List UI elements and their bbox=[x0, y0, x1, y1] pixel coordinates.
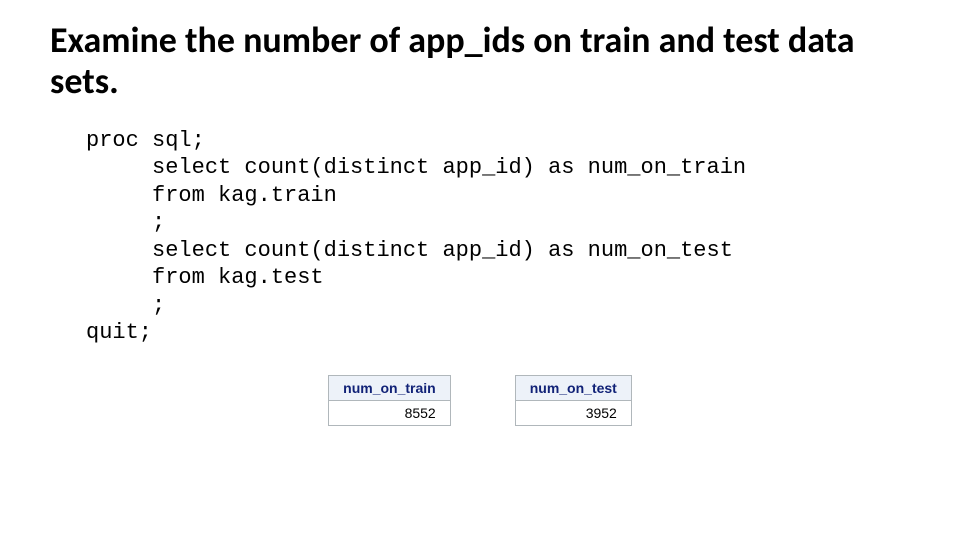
results-row: num_on_train 8552 num_on_test 3952 bbox=[50, 375, 910, 426]
table-row: num_on_test bbox=[515, 375, 631, 400]
sas-code-block: proc sql; select count(distinct app_id) … bbox=[86, 127, 910, 347]
train-result-table: num_on_train 8552 bbox=[328, 375, 451, 426]
table-row: 8552 bbox=[329, 400, 451, 425]
code-line: quit; bbox=[86, 320, 152, 345]
table-row: 3952 bbox=[515, 400, 631, 425]
test-result-table: num_on_test 3952 bbox=[515, 375, 632, 426]
code-line: from kag.test bbox=[86, 265, 324, 290]
test-header-cell: num_on_test bbox=[515, 375, 631, 400]
code-line: ; bbox=[86, 293, 165, 318]
train-value-cell: 8552 bbox=[329, 400, 451, 425]
train-header-cell: num_on_train bbox=[329, 375, 451, 400]
table-row: num_on_train bbox=[329, 375, 451, 400]
code-line: from kag.train bbox=[86, 183, 337, 208]
test-value-cell: 3952 bbox=[515, 400, 631, 425]
code-line: select count(distinct app_id) as num_on_… bbox=[86, 155, 746, 180]
code-line: proc sql; bbox=[86, 128, 205, 153]
code-line: ; bbox=[86, 210, 165, 235]
page-title: Examine the number of app_ids on train a… bbox=[50, 20, 910, 103]
code-line: select count(distinct app_id) as num_on_… bbox=[86, 238, 733, 263]
slide: Examine the number of app_ids on train a… bbox=[0, 0, 960, 426]
